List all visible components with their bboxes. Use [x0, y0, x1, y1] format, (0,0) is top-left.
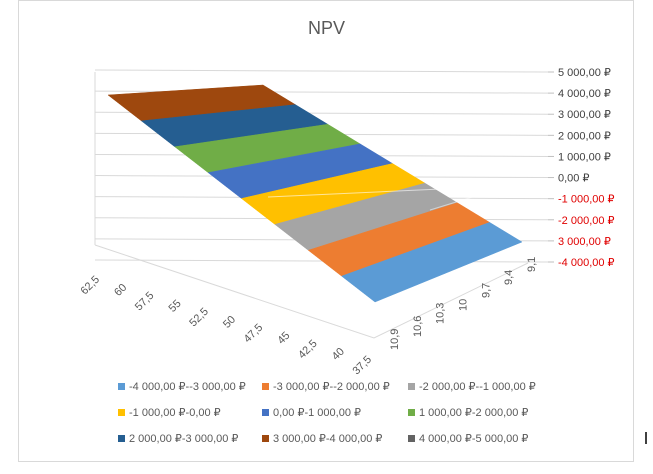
z-tick-label: 1 000,00 ₽	[558, 151, 611, 163]
legend-swatch	[118, 434, 125, 442]
legend-item: 4 000,00 ₽-5 000,00 ₽	[408, 431, 528, 445]
floor-edge	[94, 244, 529, 339]
z-tick-label: -1 000,00 ₽	[558, 194, 615, 206]
legend-label: 1 000,00 ₽-2 000,00 ₽	[419, 406, 529, 419]
x-tick-label: 52,5	[187, 306, 211, 330]
legend-swatch	[118, 382, 125, 390]
x-tick-label: 50	[221, 314, 238, 331]
chart-title: NPV	[307, 18, 345, 38]
z-tick-label: 4 000,00 ₽	[558, 88, 611, 100]
surface-gridline	[267, 184, 529, 198]
x-tick-label: 42,5	[296, 338, 320, 362]
legend-label: 2 000,00 ₽-3 000,00 ₽	[129, 432, 239, 445]
legend-swatch	[262, 434, 269, 442]
z-tick-label: 0,00 ₽	[558, 173, 589, 185]
surface-gridline	[429, 179, 529, 211]
surface-band	[341, 222, 523, 303]
legend-label: -1 000,00 ₽-0,00 ₽	[129, 406, 221, 419]
y-tick-label: 10,6	[412, 316, 424, 337]
y-tick-label: 10,9	[389, 329, 401, 350]
legend-item: 2 000,00 ₽-3 000,00 ₽	[118, 431, 238, 445]
legend-swatch	[408, 434, 415, 442]
x-tick-label: 47,5	[242, 322, 266, 346]
legend-item: 1 000,00 ₽-2 000,00 ₽	[408, 405, 528, 419]
legend-item: -4 000,00 ₽--3 000,00 ₽	[118, 379, 246, 393]
z-tick-label: 2 000,00 ₽	[558, 130, 611, 142]
legend-swatch	[118, 408, 125, 416]
legend-swatch	[408, 408, 415, 416]
y-tick-label: 9,1	[526, 257, 538, 272]
legend-swatch	[262, 382, 269, 390]
legend-label: 4 000,00 ₽-5 000,00 ₽	[419, 432, 529, 445]
z-tick-label: 3 000,00 ₽	[558, 236, 611, 248]
z-tick-label: -4 000,00 ₽	[558, 257, 615, 269]
legend-swatch	[408, 382, 415, 390]
y-tick-label: 9,4	[503, 270, 515, 285]
z-tick-label: -2 000,00 ₽	[558, 215, 615, 227]
legend-item: 3 000,00 ₽-4 000,00 ₽	[262, 431, 382, 445]
legend-item: -2 000,00 ₽--1 000,00 ₽	[408, 379, 536, 393]
x-tick-label: 40	[330, 346, 347, 363]
legend-swatch	[262, 408, 269, 416]
x-tick-label: 62,5	[78, 274, 102, 298]
y-tick-label: 9,7	[480, 283, 492, 298]
x-tick-label: 57,5	[133, 290, 157, 314]
legend-label: -4 000,00 ₽--3 000,00 ₽	[129, 380, 246, 393]
legend-label: -3 000,00 ₽--2 000,00 ₽	[273, 380, 390, 393]
edge-marker	[645, 432, 647, 444]
y-tick-label: 10	[458, 299, 470, 311]
x-tick-label: 60	[112, 282, 129, 299]
legend-label: -2 000,00 ₽--1 000,00 ₽	[419, 380, 536, 393]
legend-label: 0,00 ₽-1 000,00 ₽	[273, 406, 361, 419]
x-tick-label: 37,5	[350, 354, 374, 378]
legend-item: -1 000,00 ₽-0,00 ₽	[118, 405, 221, 419]
z-tick-label: 5 000,00 ₽	[558, 67, 611, 79]
x-tick-label: 45	[275, 330, 292, 347]
y-tick-label: 10,3	[435, 303, 447, 324]
x-tick-label: 55	[167, 298, 184, 315]
z-tick-label: 3 000,00 ₽	[558, 109, 611, 121]
legend-item: 0,00 ₽-1 000,00 ₽	[262, 405, 361, 419]
legend-item: -3 000,00 ₽--2 000,00 ₽	[262, 379, 390, 393]
gridline	[94, 69, 549, 73]
legend-label: 3 000,00 ₽-4 000,00 ₽	[273, 432, 383, 445]
